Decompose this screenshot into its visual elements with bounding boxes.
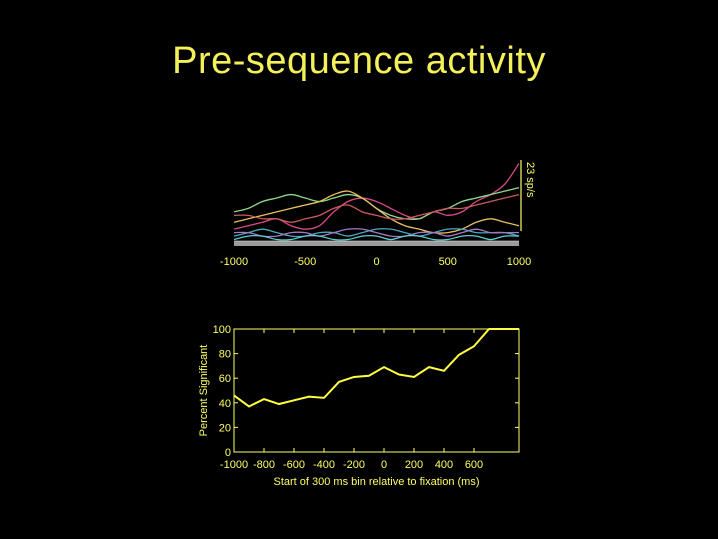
trace-line-4	[233, 193, 520, 223]
slide-title: Pre-sequence activity	[172, 40, 546, 82]
scale-label: 23 sp/s	[524, 162, 536, 198]
y-tick-label-1: 20	[219, 422, 231, 434]
x-tick-label-bottom-7: 400	[435, 459, 453, 471]
y-tick-label-3: 60	[219, 373, 231, 385]
trace-line-3	[233, 190, 520, 234]
x-tick-label-top-0: -1000	[220, 256, 248, 268]
y-tick-label-2: 40	[219, 398, 231, 410]
x-tick-label-top-2: 0	[373, 256, 379, 268]
x-tick-label-bottom-3: -400	[313, 459, 335, 471]
y-tick-label-0: 0	[225, 447, 231, 459]
trace-line-6	[233, 228, 519, 238]
x-tick-label-bottom-2: -600	[283, 459, 305, 471]
y-axis-label: Percent Significant	[198, 345, 210, 437]
x-tick-label-bottom-8: 600	[465, 459, 483, 471]
y-tick-label-4: 80	[219, 349, 231, 361]
x-tick-label-top-3: 500	[439, 256, 457, 268]
x-tick-label-top-1: -500	[294, 256, 316, 268]
x-tick-label-bottom-6: 200	[405, 459, 423, 471]
x-axis-label: Start of 300 ms bin relative to fixation…	[273, 476, 479, 488]
x-tick-label-bottom-4: -200	[343, 459, 365, 471]
trace-line-7	[233, 235, 520, 241]
percent-significant-line	[233, 328, 519, 408]
x-tick-label-bottom-5: 0	[381, 459, 387, 471]
y-tick-label-5: 100	[213, 324, 231, 336]
baseline-bar	[234, 241, 519, 246]
plot-frame	[233, 328, 520, 453]
x-tick-label-bottom-0: -1000	[220, 459, 248, 471]
x-tick-label-bottom-1: -800	[253, 459, 275, 471]
trace-line-5	[233, 228, 520, 238]
x-tick-label-top-4: 1000	[507, 256, 531, 268]
